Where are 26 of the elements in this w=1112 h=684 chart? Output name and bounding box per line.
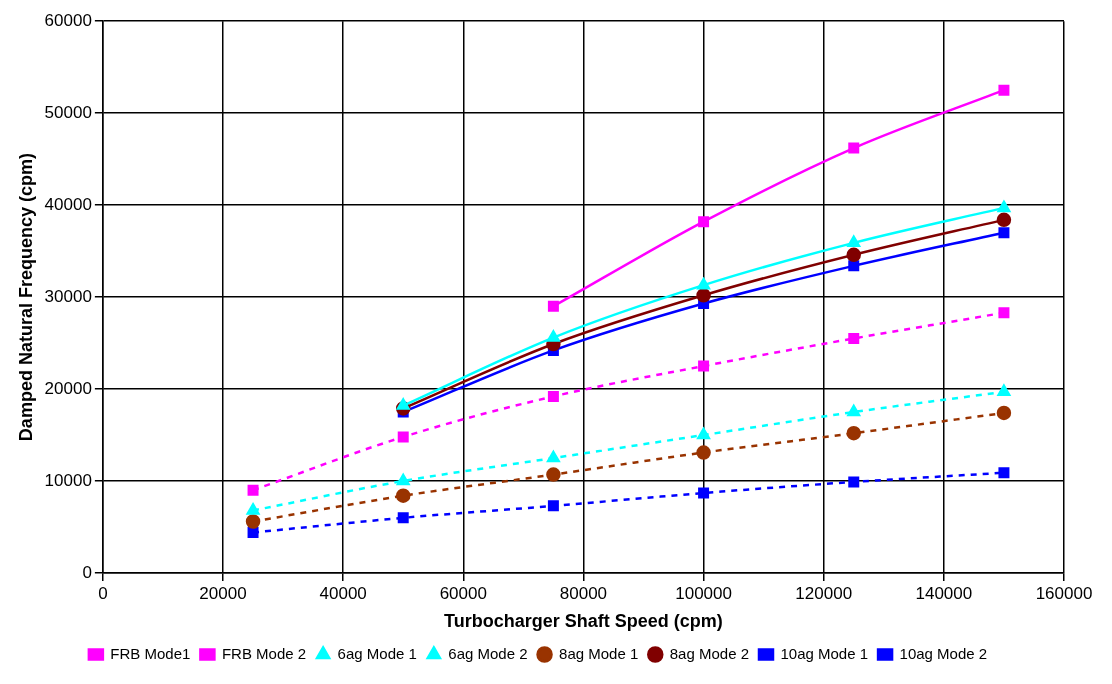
y-tick-label: 60000 <box>44 10 92 30</box>
legend-label: 8ag Mode 1 <box>559 644 639 662</box>
legend-label: FRB Mode1 <box>110 644 191 662</box>
x-tick-label: 120000 <box>795 583 853 603</box>
legend-label: 6ag Mode 2 <box>448 644 528 662</box>
y-tick-label: 30000 <box>44 286 92 306</box>
legend-label: 10ag Mode 1 <box>780 644 869 662</box>
x-tick-label: 40000 <box>319 583 367 603</box>
x-tick-label: 60000 <box>439 583 487 603</box>
legend-label: 10ag Mode 2 <box>899 644 988 662</box>
x-tick-label: 160000 <box>1035 583 1093 603</box>
x-tick-label: 100000 <box>675 583 732 603</box>
y-tick-label: 20000 <box>44 378 92 398</box>
x-tick-label: 0 <box>98 583 108 603</box>
y-axis-title: Damped Natural Frequency (cpm) <box>15 153 36 442</box>
x-axis-title: Turbocharger Shaft Speed (cpm) <box>444 611 723 632</box>
x-tick-label: 140000 <box>915 583 973 603</box>
y-tick-label: 40000 <box>44 194 92 214</box>
x-tick-label: 20000 <box>199 583 247 603</box>
legend-label: FRB Mode 2 <box>221 644 307 662</box>
legend-label: 8ag Mode 2 <box>669 644 750 662</box>
y-tick-label: 10000 <box>44 470 92 490</box>
y-tick-label: 0 <box>82 562 92 582</box>
x-tick-label: 80000 <box>559 583 608 603</box>
legend-label: 6ag Mode 1 <box>337 644 417 662</box>
y-tick-label: 50000 <box>44 102 92 122</box>
